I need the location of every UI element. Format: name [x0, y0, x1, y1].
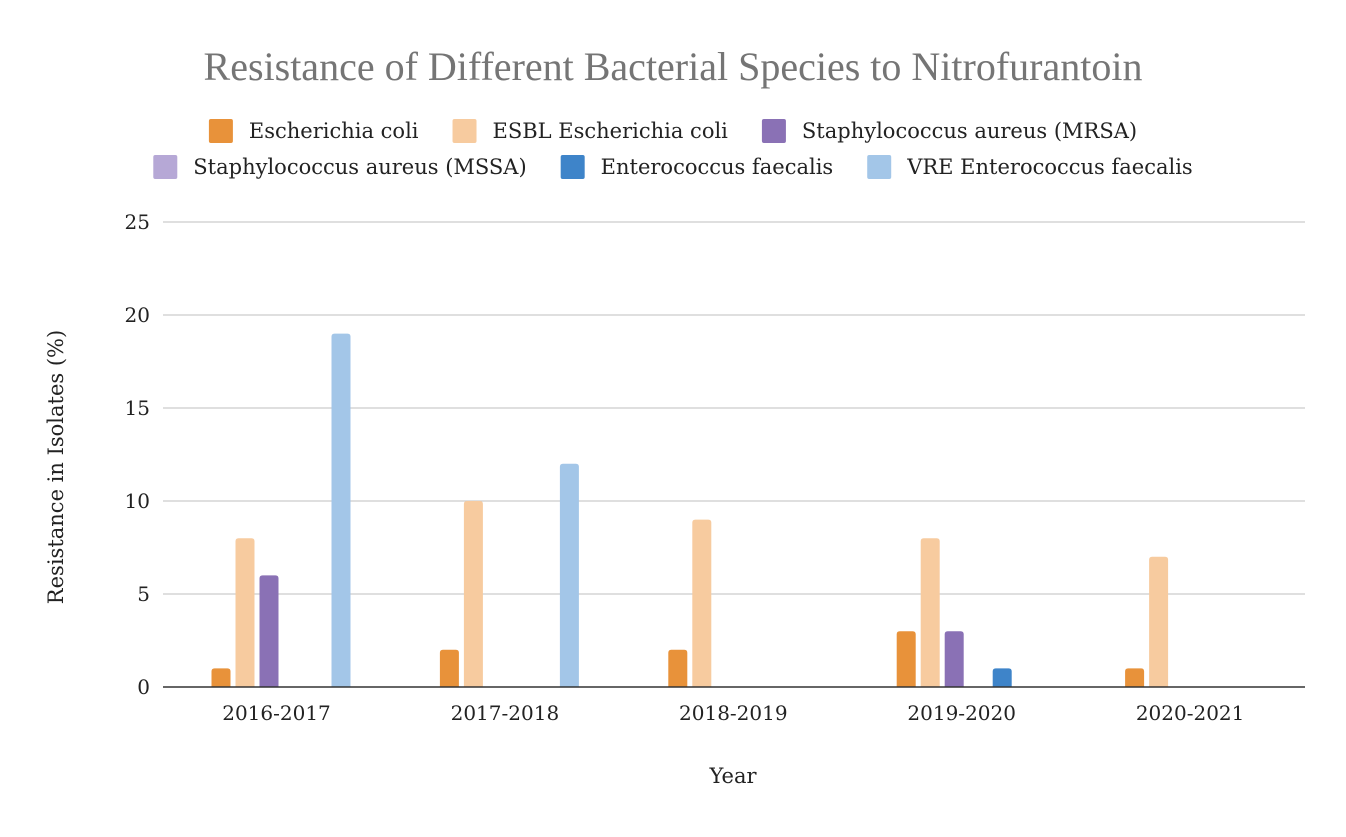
- legend-label: ESBL Escherichia coli: [493, 119, 729, 143]
- legend-label: Enterococcus faecalis: [601, 155, 834, 179]
- bar-esbl-escherichia-coli-2019-2020: [920, 538, 940, 687]
- legend-swatch: [208, 119, 233, 143]
- x-tick-label: 2020-2021: [1136, 701, 1245, 725]
- legend-label: VRE Enterococcus faecalis: [906, 155, 1193, 179]
- chart-title: Resistance of Different Bacterial Specie…: [204, 44, 1143, 89]
- bar-esbl-escherichia-coli-2018-2019: [692, 519, 712, 687]
- y-tick-label: 0: [137, 675, 150, 699]
- bar-vre-enterococcus-faecalis-2016-2017: [331, 333, 351, 687]
- legend-item: Escherichia coli: [208, 119, 419, 143]
- legend-swatch: [153, 155, 178, 179]
- legend-label: Staphylococcus aureus (MRSA): [802, 119, 1137, 143]
- bar-staphylococcus-aureus-mrsa-2016-2017: [259, 575, 279, 687]
- legend: Escherichia coli ESBL Escherichia coli Sta…: [153, 119, 1193, 179]
- legend-item: Enterococcus faecalis: [560, 155, 834, 179]
- bar-escherichia-coli-2017-2018: [439, 649, 459, 687]
- x-axis-ticks: 2016-2017 2017-2018 2018-2019 2019-2020 2020…: [222, 701, 1244, 725]
- bar-esbl-escherichia-coli-2016-2017: [235, 538, 255, 687]
- x-tick-label: 2019-2020: [907, 701, 1016, 725]
- legend-swatch: [452, 119, 477, 143]
- y-tick-label: 25: [125, 210, 150, 234]
- bar-escherichia-coli-2020-2021: [1125, 668, 1145, 687]
- bars: [211, 333, 1169, 687]
- legend-item: Staphylococcus aureus (MRSA): [761, 119, 1137, 143]
- x-axis-title: Year: [708, 764, 757, 788]
- legend-swatch: [560, 155, 585, 179]
- y-tick-label: 15: [125, 396, 150, 420]
- bar-enterococcus-faecalis-2019-2020: [992, 668, 1012, 687]
- legend-swatch: [761, 119, 786, 143]
- legend-item: ESBL Escherichia coli: [452, 119, 729, 143]
- bar-escherichia-coli-2019-2020: [896, 631, 916, 687]
- y-axis-title: Resistance in Isolates (%): [44, 330, 68, 604]
- y-tick-label: 5: [137, 582, 150, 606]
- x-tick-label: 2018-2019: [679, 701, 788, 725]
- legend-label: Staphylococcus aureus (MSSA): [193, 155, 526, 179]
- bar-vre-enterococcus-faecalis-2017-2018: [559, 463, 579, 687]
- y-tick-label: 20: [125, 303, 150, 327]
- legend-item: Staphylococcus aureus (MSSA): [153, 155, 527, 179]
- legend-item: VRE Enterococcus faecalis: [867, 155, 1193, 179]
- x-tick-label: 2016-2017: [222, 701, 331, 725]
- bar-escherichia-coli-2018-2019: [668, 649, 688, 687]
- bar-esbl-escherichia-coli-2017-2018: [463, 501, 483, 687]
- bar-escherichia-coli-2016-2017: [211, 668, 231, 687]
- bar-staphylococcus-aureus-mrsa-2019-2020: [944, 631, 964, 687]
- y-tick-label: 10: [125, 489, 150, 513]
- legend-label: Escherichia coli: [249, 119, 419, 143]
- y-axis-ticks: 0 5 10 15 20 25: [125, 210, 150, 699]
- bar-esbl-escherichia-coli-2020-2021: [1149, 556, 1169, 687]
- legend-swatch: [867, 155, 892, 179]
- gridlines: [163, 221, 1305, 595]
- x-tick-label: 2017-2018: [451, 701, 560, 725]
